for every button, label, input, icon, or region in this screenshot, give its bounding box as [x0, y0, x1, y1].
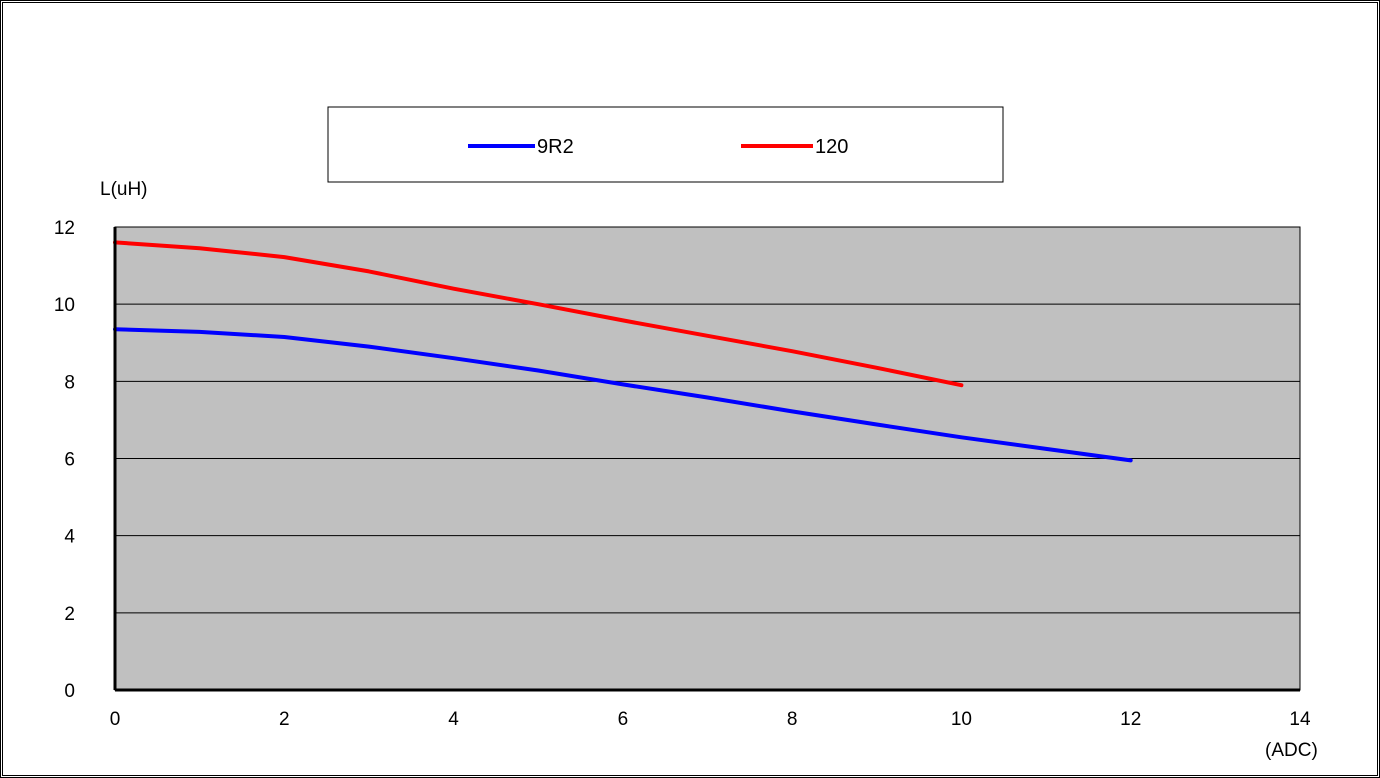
y-tick-labels: 0 2 4 6 8 10 12 [54, 218, 76, 702]
y-axis-label: L(uH) [100, 179, 148, 200]
x-tick-label: 2 [279, 709, 290, 730]
x-tick-label: 10 [951, 709, 972, 730]
y-tick-label: 12 [54, 218, 75, 239]
x-tick-label: 12 [1120, 709, 1141, 730]
y-tick-label: 2 [64, 604, 75, 625]
legend-label-9r2: 9R2 [537, 136, 574, 158]
chart-svg: 9R2 120 L(uH) (ADC) 0 2 4 6 8 10 12 0 2 4 6 8 10 12 1… [54, 106, 1318, 761]
y-tick-label: 10 [54, 295, 75, 316]
series-line-9r2 [113, 327, 1133, 463]
legend: 9R2 120 [327, 106, 1004, 183]
x-tick-label: 4 [448, 709, 459, 730]
y-tick-label: 0 [64, 681, 75, 702]
x-axis-label: (ADC) [1265, 740, 1318, 761]
x-tick-labels: 0 2 4 6 8 10 12 14 [110, 709, 1311, 730]
series-layer [113, 240, 1133, 463]
y-tick-label: 8 [64, 372, 75, 393]
legend-label-120: 120 [815, 136, 848, 158]
y-tick-label: 4 [64, 527, 75, 548]
series-line-120 [113, 240, 964, 388]
legend-box [327, 106, 1004, 183]
x-tick-label: 0 [110, 709, 121, 730]
y-tick-label: 6 [64, 450, 75, 471]
x-tick-label: 8 [787, 709, 798, 730]
x-tick-label: 6 [618, 709, 629, 730]
x-tick-label: 14 [1289, 709, 1311, 730]
